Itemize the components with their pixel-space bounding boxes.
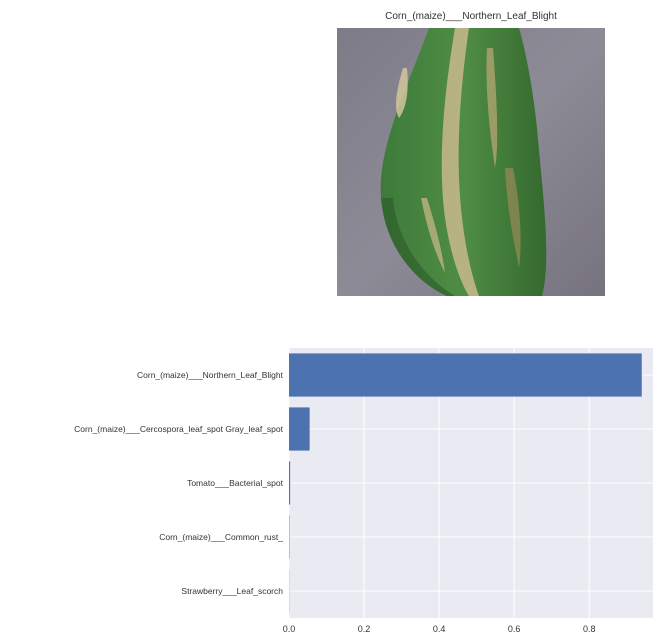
bar-chart: 0.0 0.2 0.4 0.6 0.8 Corn_(maize)___Northern_L… — [74, 348, 653, 634]
bar — [289, 461, 291, 505]
y-tick-label: Corn_(maize)___Cercospora_leaf_spot Gray… — [74, 424, 283, 434]
bar — [289, 407, 310, 451]
y-tick-label: Corn_(maize)___Northern_Leaf_Blight — [137, 370, 284, 380]
x-tick-label: 0.4 — [433, 624, 446, 634]
y-tick-label: Tomato___Bacterial_spot — [187, 478, 284, 488]
x-tick-label: 0.2 — [358, 624, 371, 634]
leaf-image — [337, 28, 605, 296]
x-tick-label: 0.0 — [283, 624, 296, 634]
x-tick-label: 0.8 — [583, 624, 596, 634]
x-tick-label: 0.6 — [508, 624, 521, 634]
image-title: Corn_(maize)___Northern_Leaf_Blight — [385, 11, 557, 22]
y-tick-label: Corn_(maize)___Common_rust_ — [159, 532, 283, 542]
bar — [289, 353, 642, 397]
y-tick-label: Strawberry___Leaf_scorch — [181, 586, 283, 596]
